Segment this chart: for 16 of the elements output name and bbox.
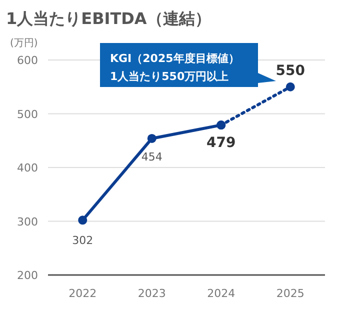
x-tick-label: 2024 bbox=[207, 287, 236, 300]
y-tick-label: 200 bbox=[17, 269, 38, 282]
y-tick-label: 300 bbox=[17, 215, 38, 228]
chart-title: 1人当たりEBITDA（連結） bbox=[6, 9, 211, 28]
annotation: KGI（2025年度目標値） 1人当たり550万円以上 bbox=[110, 52, 240, 83]
x-tick-label: 2023 bbox=[138, 287, 166, 300]
data-label: 550 bbox=[276, 62, 306, 79]
data-label: 454 bbox=[141, 150, 162, 164]
x-tick-label: 2025 bbox=[276, 287, 304, 300]
data-label: 302 bbox=[72, 234, 94, 248]
y-tick-label: 600 bbox=[17, 54, 38, 67]
data-label: 479 bbox=[206, 135, 236, 152]
y-tick-label: 400 bbox=[17, 162, 38, 174]
y-tick-label: 500 bbox=[17, 108, 38, 121]
x-tick-label: 2022 bbox=[68, 287, 97, 300]
y-axis-title: (万円) bbox=[10, 38, 38, 49]
